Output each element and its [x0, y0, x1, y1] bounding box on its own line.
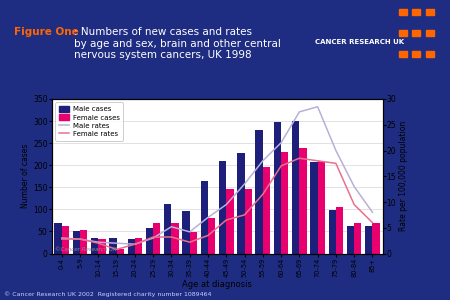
Bar [208, 218, 215, 254]
Bar [365, 226, 373, 253]
Bar [274, 122, 281, 254]
Bar [256, 130, 263, 254]
X-axis label: Age at diagnosis: Age at diagnosis [182, 280, 252, 289]
Legend: Male cases, Female cases, Male rates, Female rates: Male cases, Female cases, Male rates, Fe… [55, 103, 123, 141]
Bar [373, 223, 380, 254]
Y-axis label: Rate per 100,000 population: Rate per 100,000 population [399, 121, 408, 231]
Bar [237, 153, 244, 254]
Bar [201, 181, 208, 254]
Bar [226, 190, 234, 254]
Bar [292, 121, 299, 254]
Bar [62, 226, 69, 254]
Bar [153, 223, 161, 254]
Y-axis label: Number of cases: Number of cases [21, 144, 30, 208]
Bar [73, 230, 80, 254]
Text: CANCER RESEARCH UK: CANCER RESEARCH UK [315, 39, 404, 45]
Bar [146, 228, 153, 254]
Text: © Cancer Research UK 2002  Registered charity number 1089464: © Cancer Research UK 2002 Registered cha… [4, 291, 212, 297]
Bar [318, 161, 325, 254]
Bar [310, 162, 318, 254]
Text: ©Cancer Research UK: ©Cancer Research UK [55, 247, 117, 252]
Bar [299, 148, 306, 254]
Bar [164, 204, 171, 254]
Bar [219, 161, 226, 254]
Bar [117, 249, 124, 254]
Bar [91, 238, 99, 254]
Bar [182, 211, 190, 254]
Text: Figure One: Figure One [14, 27, 78, 37]
Bar [99, 239, 106, 254]
Text: : Numbers of new cases and rates
by age and sex, brain and other central
nervous: : Numbers of new cases and rates by age … [74, 27, 281, 60]
Bar [135, 238, 142, 254]
Bar [54, 224, 62, 254]
Bar [336, 207, 343, 253]
Bar [328, 210, 336, 254]
Bar [190, 232, 197, 254]
Bar [244, 190, 252, 254]
Bar [281, 152, 288, 254]
Bar [80, 230, 87, 253]
Bar [354, 224, 361, 254]
Bar [263, 167, 270, 254]
Bar [128, 239, 135, 254]
Bar [347, 226, 354, 254]
Bar [171, 223, 179, 254]
Bar [109, 238, 117, 254]
